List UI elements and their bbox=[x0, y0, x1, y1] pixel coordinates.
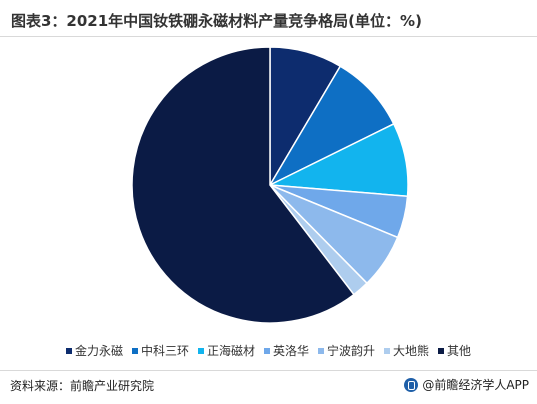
legend-swatch bbox=[131, 347, 138, 354]
legend-label: 其他 bbox=[447, 344, 472, 358]
legend-swatch bbox=[197, 347, 204, 354]
chart-legend: 金力永磁 中科三环 正海磁材 英洛华 宁波韵升 大地熊 其他 bbox=[0, 342, 537, 359]
legend-swatch bbox=[318, 347, 324, 354]
legend-label: 正海磁材 bbox=[206, 344, 255, 358]
legend-item-4: 英洛华 bbox=[263, 342, 309, 359]
legend-swatch bbox=[263, 347, 270, 354]
legend-item-6: 大地熊 bbox=[384, 342, 429, 359]
brand-text: @前瞻经济学人APP bbox=[422, 378, 529, 392]
legend-item-3: 正海磁材 bbox=[197, 342, 255, 359]
legend-swatch bbox=[384, 347, 391, 354]
footer-divider bbox=[0, 370, 537, 371]
pie-slice-2 bbox=[268, 65, 395, 187]
legend-label: 英洛华 bbox=[272, 344, 309, 358]
legend-label: 大地熊 bbox=[393, 344, 430, 358]
pie-chart bbox=[131, 46, 409, 324]
legend-label: 金力永磁 bbox=[74, 344, 123, 358]
legend-label: 中科三环 bbox=[140, 344, 189, 358]
chart-title: 图表3：2021年中国钕铁硼永磁材料产量竞争格局(单位：%) bbox=[11, 12, 422, 30]
source-note: 资料来源：前瞻产业研究院 bbox=[10, 379, 155, 393]
legend-item-7: 其他 bbox=[438, 342, 471, 359]
legend-item-5: 宁波韵升 bbox=[318, 342, 375, 359]
brand-logo-icon bbox=[404, 377, 419, 392]
brand-credit: @前瞻经济学人APP bbox=[404, 376, 529, 393]
title-divider bbox=[0, 36, 537, 37]
pie-slice-7 bbox=[131, 46, 355, 324]
legend-label: 宁波韵升 bbox=[327, 344, 376, 358]
legend-item-2: 中科三环 bbox=[131, 342, 189, 359]
legend-item-1: 金力永磁 bbox=[65, 342, 123, 359]
legend-swatch bbox=[438, 347, 445, 354]
legend-swatch bbox=[65, 347, 72, 354]
